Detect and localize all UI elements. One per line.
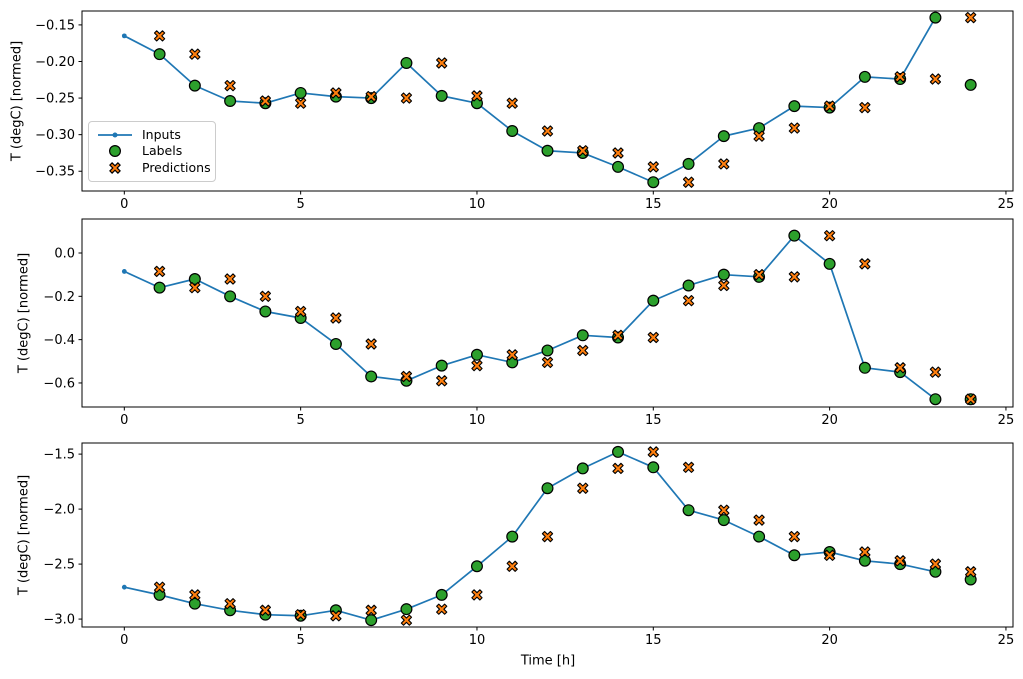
y-axis-label-subplot3: T (degC) [normed]: [16, 474, 32, 596]
x-axis-label: Time [h]: [520, 653, 576, 669]
svg-text:−2.5: −2.5: [43, 558, 75, 573]
svg-text:0: 0: [120, 413, 128, 428]
svg-text:10: 10: [469, 633, 486, 648]
svg-text:−0.2: −0.2: [43, 290, 75, 305]
svg-text:15: 15: [645, 413, 662, 428]
svg-text:−0.30: −0.30: [35, 128, 75, 143]
svg-text:20: 20: [821, 633, 838, 648]
legend-item-labels: Labels: [97, 143, 207, 159]
svg-text:−0.35: −0.35: [35, 165, 75, 180]
y-axis-label-subplot1: T (degC) [normed]: [9, 40, 25, 162]
svg-text:−0.6: −0.6: [43, 376, 75, 391]
svg-text:10: 10: [469, 413, 486, 428]
svg-text:25: 25: [998, 413, 1015, 428]
svg-text:15: 15: [645, 633, 662, 648]
legend: Inputs Labels Predictions: [88, 121, 216, 182]
legend-item-inputs: Inputs: [97, 127, 207, 143]
svg-text:−0.25: −0.25: [35, 92, 75, 107]
legend-label-predictions: Predictions: [142, 159, 211, 175]
svg-text:5: 5: [297, 633, 305, 648]
svg-text:−0.20: −0.20: [35, 55, 75, 70]
svg-text:0: 0: [120, 197, 128, 212]
svg-text:0.0: 0.0: [54, 247, 75, 262]
svg-text:−3.0: −3.0: [43, 613, 75, 628]
svg-text:20: 20: [821, 413, 838, 428]
svg-text:5: 5: [297, 413, 305, 428]
inputs-line-icon: [97, 130, 133, 140]
svg-text:20: 20: [821, 197, 838, 212]
svg-text:15: 15: [645, 197, 662, 212]
predictions-x-icon: [97, 161, 133, 175]
legend-label-inputs: Inputs: [142, 126, 181, 142]
svg-text:−2.0: −2.0: [43, 503, 75, 518]
legend-item-predictions: Predictions: [97, 160, 211, 176]
y-axis-label-subplot2: T (degC) [normed]: [16, 252, 32, 374]
svg-text:−0.4: −0.4: [43, 333, 75, 348]
svg-text:−1.5: −1.5: [43, 448, 75, 463]
svg-text:25: 25: [998, 197, 1015, 212]
legend-label-labels: Labels: [142, 143, 183, 159]
svg-text:25: 25: [998, 633, 1015, 648]
svg-text:10: 10: [469, 197, 486, 212]
svg-text:−0.15: −0.15: [35, 18, 75, 33]
svg-text:5: 5: [297, 197, 305, 212]
svg-text:0: 0: [120, 633, 128, 648]
labels-circle-icon: [97, 144, 133, 158]
